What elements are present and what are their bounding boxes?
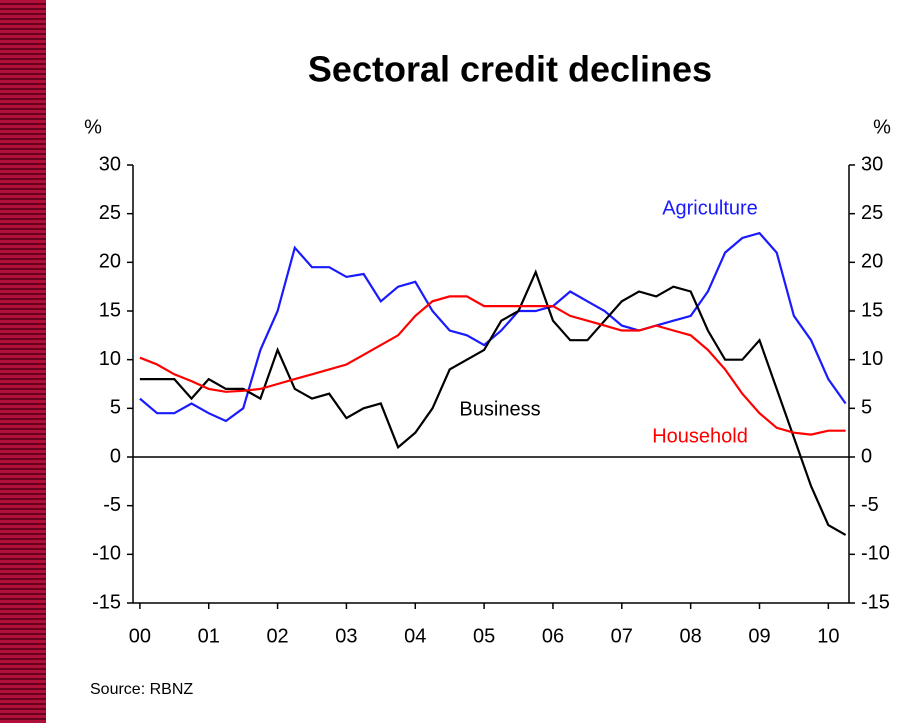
- x-tick-label: 01: [198, 625, 220, 647]
- y-tick-label: 15: [99, 299, 121, 321]
- series-line: [139, 295, 846, 436]
- y-tick-label: 20: [99, 251, 121, 273]
- chart-title: Sectoral credit declines: [308, 49, 712, 90]
- y-tick-label: -5: [103, 494, 121, 516]
- y2-axis-label: %: [873, 116, 891, 138]
- y2-tick-label: 10: [861, 348, 883, 370]
- x-tick-label: 00: [129, 625, 151, 647]
- y-tick-label: 10: [99, 348, 121, 370]
- y2-tick-label: 0: [861, 445, 872, 467]
- y-tick-label: 30: [99, 153, 121, 175]
- y2-tick-label: 20: [861, 251, 883, 273]
- y2-tick-label: -15: [861, 591, 890, 613]
- y-tick-label: -10: [92, 543, 121, 565]
- series-line: [139, 269, 847, 536]
- y-tick-label: 0: [110, 445, 121, 467]
- x-tick-label: 08: [680, 625, 702, 647]
- series-label: Agriculture: [662, 197, 758, 219]
- source: Source: RBNZ: [90, 681, 193, 698]
- x-tick-label: 07: [611, 625, 633, 647]
- x-tick-label: 06: [542, 625, 564, 647]
- y2-tick-label: 25: [861, 202, 883, 224]
- decor-stripe: [0, 0, 46, 723]
- x-tick-label: 03: [335, 625, 357, 647]
- y2-tick-label: 15: [861, 299, 883, 321]
- x-tick-label: 09: [748, 625, 770, 647]
- y-tick-label: 25: [99, 202, 121, 224]
- x-tick-label: 02: [266, 625, 288, 647]
- series-label: Household: [652, 425, 748, 447]
- y-tick-label: 5: [110, 397, 121, 419]
- y2-tick-label: -10: [861, 543, 890, 565]
- y-tick-label: -15: [92, 591, 121, 613]
- x-tick-label: 04: [404, 625, 426, 647]
- y-axis-label: %: [84, 116, 102, 138]
- y2-tick-label: -5: [861, 494, 879, 516]
- x-tick-label: 05: [473, 625, 495, 647]
- y2-tick-label: 5: [861, 397, 872, 419]
- series-label: Business: [459, 398, 540, 420]
- y2-tick-label: 30: [861, 153, 883, 175]
- x-tick-label: 10: [817, 625, 839, 647]
- series-line: [139, 231, 847, 423]
